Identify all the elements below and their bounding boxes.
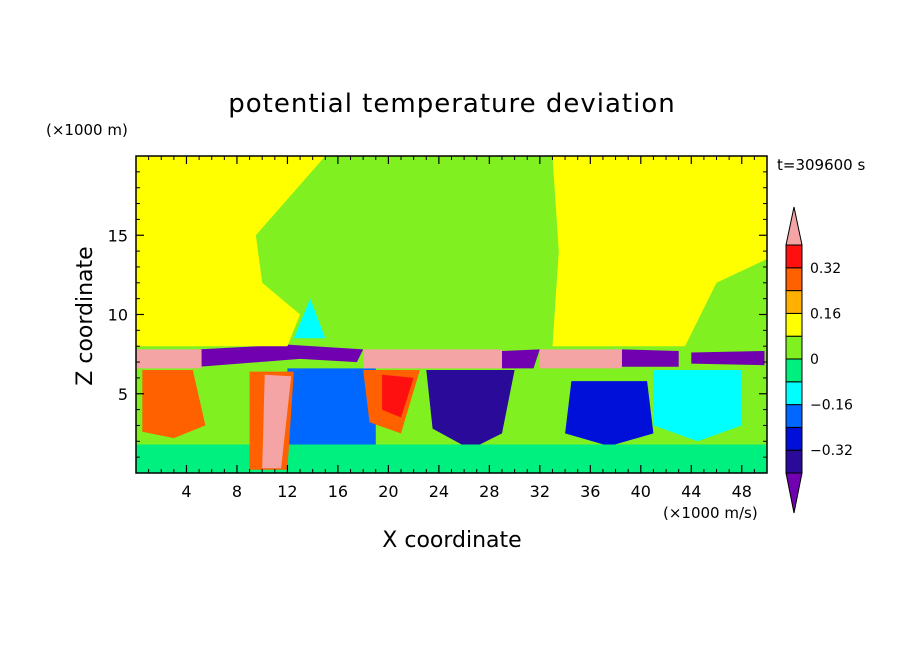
field-region-19 bbox=[539, 349, 622, 369]
field-region-11 bbox=[136, 444, 767, 473]
colorbar-box-2 bbox=[785, 426, 803, 451]
field-region-2 bbox=[621, 349, 679, 367]
field-layer bbox=[136, 156, 767, 473]
colorbar-label-m0p32: −0.32 bbox=[810, 443, 853, 459]
field-region-15 bbox=[382, 374, 414, 418]
colorbar-box-6 bbox=[785, 335, 803, 360]
field-region-7 bbox=[426, 370, 515, 450]
x-tick-label-36: 36 bbox=[580, 482, 600, 501]
colorbar-box-4 bbox=[785, 381, 803, 406]
colorbar-label-0p32: 0.32 bbox=[810, 261, 841, 277]
x-tick-label-44: 44 bbox=[681, 482, 701, 501]
colorbar-box-7 bbox=[785, 312, 803, 337]
field-region-10 bbox=[653, 370, 742, 442]
field-region-16 bbox=[262, 374, 292, 469]
x-tick-label-24: 24 bbox=[429, 482, 449, 501]
colorbar-box-10 bbox=[785, 244, 803, 269]
colorbar-box-9 bbox=[785, 267, 803, 292]
colorbar-label-0p16: 0.16 bbox=[810, 306, 841, 322]
colorbar-label-m0p16: −0.16 bbox=[810, 398, 853, 414]
x-tick-label-40: 40 bbox=[631, 482, 651, 501]
colorbar-box-8 bbox=[785, 290, 803, 314]
chart-title: potential temperature deviation bbox=[228, 89, 675, 119]
y-unit-label: (×1000 m) bbox=[46, 121, 128, 139]
field-region-1 bbox=[502, 349, 540, 369]
x-tick-label-48: 48 bbox=[732, 482, 752, 501]
colorbar-box-3 bbox=[785, 404, 803, 428]
y-axis-label: Z coordinate bbox=[73, 246, 98, 385]
x-tick-label-16: 16 bbox=[328, 482, 348, 501]
field-region-21 bbox=[552, 156, 767, 347]
y-tick-label-15: 15 bbox=[108, 226, 128, 245]
colorbar: 0.32 0.16 0 −0.16 −0.32 bbox=[785, 206, 853, 514]
field-region-0 bbox=[199, 344, 364, 367]
colorbar-box-5 bbox=[785, 358, 803, 383]
x-tick-label-32: 32 bbox=[530, 482, 550, 501]
x-tick-label-12: 12 bbox=[277, 482, 297, 501]
x-unit-label: (×1000 m/s) bbox=[663, 504, 758, 522]
colorbar-box-1 bbox=[785, 449, 803, 474]
colorbar-upper-extend bbox=[785, 206, 803, 246]
field-region-8 bbox=[565, 381, 654, 447]
x-tick-label-4: 4 bbox=[181, 482, 191, 501]
field-region-22 bbox=[293, 298, 326, 339]
x-tick-label-8: 8 bbox=[232, 482, 242, 501]
field-region-17 bbox=[136, 349, 202, 369]
y-tick-label-5: 5 bbox=[118, 385, 128, 404]
colorbar-lower-extend bbox=[785, 472, 803, 514]
x-axis-label: X coordinate bbox=[382, 528, 521, 553]
field-region-9 bbox=[287, 368, 376, 466]
field-region-12 bbox=[142, 370, 206, 439]
time-label: t=309600 s bbox=[777, 156, 865, 174]
field-region-18 bbox=[363, 349, 502, 369]
y-tick-label-10: 10 bbox=[108, 306, 128, 325]
x-tick-label-28: 28 bbox=[479, 482, 499, 501]
x-tick-label-20: 20 bbox=[378, 482, 398, 501]
colorbar-label-0: 0 bbox=[810, 352, 819, 368]
field-region-20 bbox=[136, 156, 326, 347]
field-region-3 bbox=[691, 351, 765, 366]
